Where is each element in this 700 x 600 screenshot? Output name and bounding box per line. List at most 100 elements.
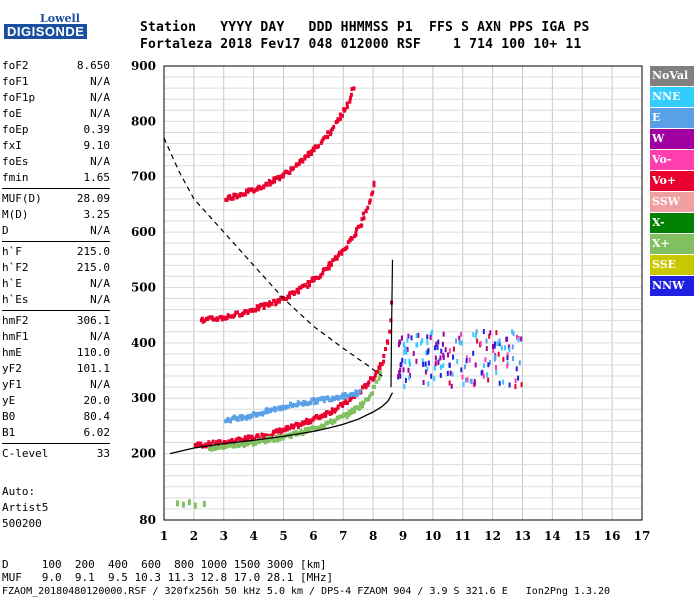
- param-value: 6.02: [83, 426, 111, 439]
- echo-mark: [371, 190, 375, 195]
- spread-echo-mark: [437, 339, 440, 345]
- echo-mark: [385, 339, 389, 344]
- echo-mark: [275, 300, 279, 305]
- echo-mark: [215, 440, 219, 445]
- echo-mark: [277, 299, 281, 304]
- echo-mark: [324, 421, 328, 426]
- echo-mark: [301, 159, 305, 164]
- echo-mark: [309, 400, 313, 405]
- x-tick-label: 8: [369, 529, 377, 543]
- spread-echo-mark: [415, 358, 418, 364]
- echo-mark: [303, 421, 307, 426]
- param-value: 215.0: [76, 245, 110, 258]
- echo-mark: [244, 192, 248, 197]
- legend-item: SSE: [650, 255, 694, 275]
- echo-mark: [227, 439, 231, 444]
- echo-mark: [238, 414, 242, 419]
- x-tick-label: 4: [249, 529, 257, 543]
- echo-mark: [299, 428, 303, 433]
- echo-mark: [314, 275, 318, 280]
- spread-echo-mark: [456, 358, 459, 364]
- spread-echo-mark: [434, 345, 437, 351]
- param-value: N/A: [90, 224, 110, 237]
- echo-mark: [339, 116, 343, 121]
- y-tick-label: 200: [131, 447, 156, 461]
- echo-mark: [225, 197, 229, 202]
- spread-echo-mark: [437, 360, 440, 366]
- echo-mark: [235, 310, 239, 315]
- param-separator: [2, 188, 110, 189]
- echo-mark: [331, 421, 335, 426]
- echo-mark: [288, 170, 292, 175]
- param-row: MUF(D) 28.09: [2, 191, 110, 207]
- echo-mark: [246, 311, 250, 316]
- x-tick-label: 6: [309, 529, 317, 543]
- echo-mark: [331, 396, 335, 401]
- echo-mark: [241, 311, 245, 316]
- echo-mark: [303, 156, 307, 161]
- echo-mark: [311, 425, 315, 430]
- spread-echo-mark: [431, 329, 434, 335]
- echo-mark: [274, 407, 278, 412]
- echo-mark: [265, 302, 269, 307]
- spread-echo-mark: [516, 334, 519, 340]
- echo-mark: [248, 415, 252, 420]
- echo-mark: [326, 420, 330, 425]
- spread-echo-mark: [399, 367, 402, 373]
- echo-mark: [330, 407, 334, 412]
- spread-echo-mark: [417, 332, 420, 338]
- echo-mark: [310, 397, 314, 402]
- y-tick-label: 80: [139, 513, 156, 527]
- param-row: hmF1 N/A: [2, 329, 110, 345]
- echo-mark: [342, 412, 346, 417]
- echo-mark: [244, 309, 248, 314]
- spread-echo-mark: [405, 349, 408, 355]
- echo-mark: [338, 415, 342, 420]
- echo-mark: [307, 153, 311, 158]
- spread-echo-mark: [485, 338, 488, 344]
- echo-mark: [350, 395, 354, 400]
- echo-mark: [310, 148, 314, 153]
- spread-echo-mark: [426, 349, 429, 355]
- param-row: foF1p N/A: [2, 90, 110, 106]
- spread-echo-mark: [508, 347, 511, 353]
- echo-mark: [211, 446, 215, 451]
- echo-mark: [297, 161, 301, 166]
- echo-mark: [256, 411, 260, 416]
- echo-mark: [250, 414, 254, 419]
- legend-item: E: [650, 108, 694, 128]
- echo-mark: [272, 298, 276, 303]
- spread-echo-mark: [520, 336, 523, 342]
- echo-mark: [313, 144, 317, 149]
- echo-mark: [199, 441, 203, 446]
- spread-echo-mark: [399, 339, 402, 345]
- low-echo-mark: [181, 501, 185, 508]
- spread-echo-mark: [427, 381, 430, 387]
- echo-mark: [366, 205, 370, 210]
- echo-mark: [320, 138, 324, 143]
- x-tick-label: 7: [339, 529, 347, 543]
- echo-mark: [368, 394, 372, 399]
- echo-mark: [254, 440, 258, 445]
- spread-echo-mark: [436, 345, 439, 351]
- param-name: foEp: [2, 123, 29, 136]
- echo-mark: [355, 227, 359, 232]
- echo-mark: [335, 256, 339, 261]
- echo-mark: [378, 362, 382, 367]
- echo-mark: [363, 383, 367, 388]
- echo-mark: [235, 442, 239, 447]
- param-row: h`E N/A: [2, 276, 110, 292]
- echo-mark: [194, 444, 198, 449]
- legend-item: NNW: [650, 276, 694, 296]
- echo-mark: [368, 376, 372, 381]
- echo-mark: [206, 442, 210, 447]
- echo-mark: [296, 425, 300, 430]
- spread-echo-mark: [426, 334, 429, 340]
- echo-mark: [322, 398, 326, 403]
- echo-mark: [301, 402, 305, 407]
- spread-echo-mark: [517, 375, 520, 381]
- spread-echo-mark: [482, 363, 485, 369]
- spread-echo-mark: [407, 333, 410, 339]
- echo-mark: [316, 144, 320, 149]
- echo-mark: [336, 117, 340, 122]
